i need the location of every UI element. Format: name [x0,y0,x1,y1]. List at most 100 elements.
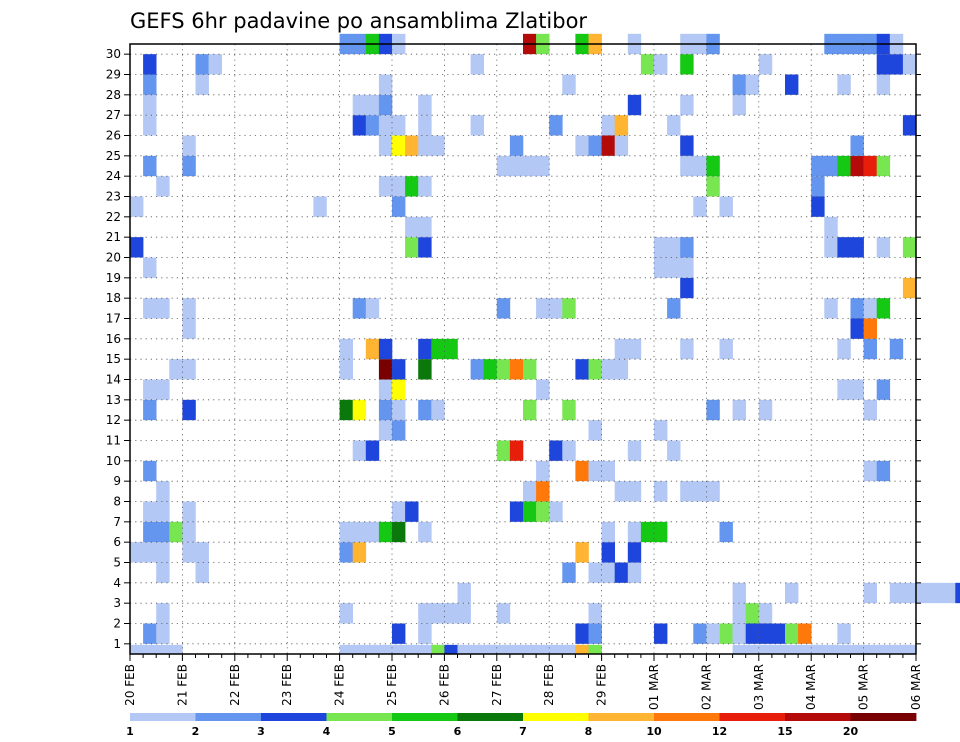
heatmap-cell [378,521,393,543]
heatmap-cell [523,155,537,177]
colorbar-label: 2 [192,725,200,738]
heatmap-cell [457,603,471,624]
heatmap-cell [549,115,563,136]
heatmap-cell [719,196,733,217]
heatmap-cell [876,644,891,654]
heatmap-cell [549,298,563,319]
heatmap-cell [182,501,196,522]
x-tick-label: 28 FEB [542,664,556,706]
heatmap-cell [378,379,393,400]
heatmap-cell [654,521,668,543]
colorbar-label: 8 [585,725,593,738]
heatmap-cell [509,155,524,177]
y-tick-label: 17 [106,312,121,326]
heatmap-cell [378,176,393,197]
heatmap-cell [509,440,524,461]
heatmap-cell [352,521,367,543]
heatmap-cell [156,603,170,624]
heatmap-cell [365,298,380,319]
heatmap-cell [850,155,864,177]
heatmap-cell [758,623,773,644]
heatmap-cell [523,501,537,522]
heatmap-cell [405,644,419,654]
heatmap-cell [509,359,524,380]
heatmap-cell [785,644,799,654]
heatmap-cell [824,298,838,319]
heatmap-cell [339,542,353,563]
heatmap-cell [562,399,576,421]
heatmap-cell [863,644,877,654]
heatmap-cell [601,135,615,156]
heatmap-cell [509,135,524,156]
heatmap-cell [627,440,642,461]
heatmap-cell [496,359,511,380]
heatmap-cell [627,338,642,360]
heatmap-cell [902,277,917,299]
colorbar-label: 1 [126,725,134,738]
heatmap-cell [745,623,760,644]
heatmap-cell [378,338,393,360]
x-tick-label: 05 MAR [857,664,871,710]
heatmap-cell [654,257,668,278]
heatmap-cell [562,562,576,583]
heatmap-cell [182,298,196,319]
heatmap-cell [850,318,864,339]
heatmap-cell [418,115,432,136]
y-tick-label: 27 [106,108,121,122]
y-tick-label: 2 [113,617,121,631]
y-tick-label: 7 [113,515,121,529]
heatmap-cell [837,379,851,400]
y-tick-label: 5 [113,556,121,570]
heatmap-cell [431,644,445,654]
heatmap-cell [536,379,550,400]
heatmap-cell [614,135,629,156]
heatmap-cell [352,440,367,461]
heatmap-cell [601,359,615,380]
heatmap-cell [523,399,537,421]
heatmap-cell [378,359,393,380]
heatmap-cell [418,338,432,360]
heatmap-cell [824,644,838,654]
heatmap-cell [182,318,196,339]
heatmap-cell [418,135,432,156]
heatmap-cell [444,338,458,360]
heatmap-cell [732,74,746,95]
heatmap-cell [654,237,668,258]
heatmap-cell [470,115,484,136]
heatmap-cell [509,644,524,654]
x-tick-label: 04 MAR [804,664,818,710]
heatmap-cell [745,74,760,95]
heatmap-cell [876,237,891,258]
heatmap-cell [352,399,367,421]
heatmap-cell [405,216,419,238]
heatmap-cell [536,481,550,502]
heatmap-cell [418,603,432,624]
heatmap-cell [863,460,877,482]
heatmap-cell [745,603,760,624]
heatmap-cell [863,338,877,360]
heatmap-cell [824,216,838,238]
heatmap-cell [431,399,445,421]
heatmap-cell [575,460,589,482]
heatmap-cell [392,521,406,543]
heatmap-cell [182,399,196,421]
heatmap-cell [536,460,550,482]
x-tick-label: 23 FEB [280,664,294,706]
heatmap-cell [863,582,877,604]
heatmap-cell [339,644,353,654]
heatmap-cell [837,237,851,258]
heatmap-cell [732,94,746,116]
heatmap-cell [182,359,196,380]
heatmap-cell [601,460,615,482]
heatmap-cell [143,379,157,400]
heatmap-cell [313,196,327,217]
heatmap-cell [588,623,602,644]
heatmap-cell [601,542,615,563]
heatmap-cell [156,521,170,543]
heatmap-cell [863,399,877,421]
heatmap-cell [588,562,602,583]
heatmap-cell [667,440,681,461]
y-tick-label: 8 [113,495,121,509]
colorbar-label: 12 [712,725,727,738]
colorbar-label: 6 [454,725,462,738]
